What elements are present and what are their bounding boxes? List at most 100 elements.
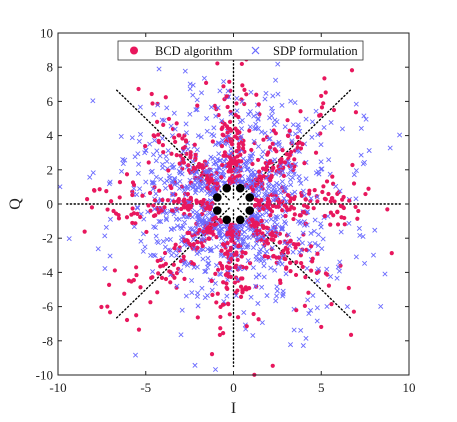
data-point-sdp [195,290,201,296]
data-point-sdp [254,215,260,221]
data-point-sdp [222,158,228,164]
data-point-sdp [204,190,210,196]
data-point-sdp [182,219,188,225]
data-point-sdp [154,148,160,154]
data-point-bcd [228,156,233,161]
data-point-sdp [300,230,306,236]
data-point-sdp [282,188,288,194]
data-point-bcd [236,278,241,283]
y-tick-label: 6 [47,94,54,109]
data-point-sdp [193,176,199,182]
data-point-bcd [329,302,334,307]
data-point-sdp [262,192,268,198]
data-point-bcd [328,210,333,215]
data-point-sdp [216,165,222,171]
data-point-sdp [337,259,343,265]
data-point-sdp [239,231,245,237]
data-point-bcd [355,216,360,221]
data-point-bcd [169,208,175,213]
data-point-bcd [282,203,287,208]
data-point-sdp [271,189,277,195]
data-point-sdp [233,229,239,235]
constellation-point [235,183,245,193]
data-point-bcd [256,202,261,207]
data-point-sdp [260,149,266,155]
data-point-sdp [150,186,156,192]
data-point-sdp [137,104,143,110]
data-point-sdp [215,105,221,111]
data-point-sdp [276,261,282,267]
data-point-bcd [181,160,187,165]
data-point-bcd [265,241,271,246]
data-point-sdp [200,226,206,232]
data-point-bcd [155,290,160,295]
data-point-sdp [120,157,126,163]
data-point-bcd [229,169,234,174]
data-point-sdp [299,240,305,246]
data-point-bcd [285,118,290,123]
data-point-bcd [117,195,122,200]
data-point-bcd [265,254,271,260]
data-point-bcd [291,216,296,222]
data-point-bcd [271,128,276,133]
data-point-sdp [263,188,269,194]
data-point-bcd [272,147,277,152]
data-point-bcd [295,135,300,140]
data-point-sdp [321,124,327,130]
data-point-sdp [251,172,257,178]
data-point-bcd [150,275,155,280]
data-point-sdp [333,183,339,189]
data-point-sdp [119,168,125,174]
data-point-bcd [217,261,223,266]
data-point-bcd [247,286,252,291]
data-point-sdp [159,117,165,123]
data-point-bcd [319,105,325,110]
data-point-sdp [328,274,334,280]
data-point-bcd [161,150,166,155]
data-point-sdp [268,188,274,194]
data-point-sdp [177,178,183,184]
data-point-sdp [213,167,220,173]
data-point-bcd [149,91,154,97]
data-point-bcd [223,251,228,256]
data-point-sdp [298,247,304,253]
data-point-sdp [303,176,309,182]
data-point-bcd [239,159,244,164]
data-point-sdp [316,232,322,238]
data-point-sdp [103,224,109,230]
data-point-bcd [92,188,97,193]
data-point-bcd [312,188,317,193]
data-point-sdp [218,235,224,241]
data-point-bcd [169,185,174,191]
data-point-sdp [202,169,208,175]
data-point-sdp [206,168,212,174]
data-point-sdp [234,95,240,101]
data-point-sdp [200,232,206,238]
data-point-sdp [135,170,141,176]
data-point-sdp [356,225,362,231]
data-point-bcd [224,94,229,99]
data-point-bcd [133,221,138,226]
data-point-bcd [351,309,356,314]
data-point-bcd [285,192,290,198]
data-point-sdp [249,180,255,186]
data-point-sdp [337,188,343,194]
data-point-bcd [204,163,209,168]
y-tick-label: -10 [36,368,53,383]
data-point-bcd [134,272,139,278]
data-point-sdp [239,126,245,132]
data-point-sdp [155,240,161,246]
data-point-sdp [173,206,179,212]
data-point-sdp [214,156,220,162]
data-point-bcd [264,225,269,230]
data-point-sdp [164,158,170,164]
x-tick-label: 0 [230,380,237,395]
data-point-sdp [306,311,312,317]
data-point-bcd [147,190,153,196]
data-point-sdp [282,124,288,130]
data-point-bcd [124,215,130,220]
data-point-sdp [243,244,249,250]
data-point-bcd [180,156,186,162]
data-point-sdp [156,66,162,72]
data-point-sdp [143,179,149,185]
